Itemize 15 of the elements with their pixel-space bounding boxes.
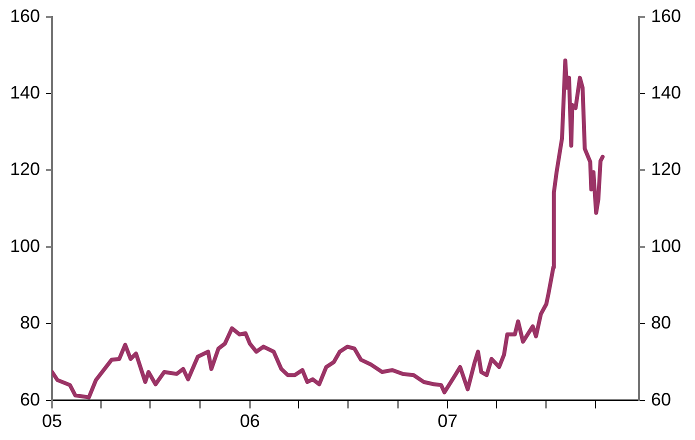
y2-tick-label: 140 [650,82,682,102]
y-tick-label: 140 [10,82,40,102]
y2-tick-label: 100 [650,236,682,256]
x-tick-label: 06 [240,411,260,432]
y-tick-label: 80 [20,312,40,333]
y-tick-label: 120 [10,159,40,180]
y2-tick-label: 60 [650,389,671,410]
y-tick-label: 100 [10,236,40,256]
x-tick-label: 07 [438,411,458,432]
y2-tick-label: 160 [650,6,682,26]
x-tick-label: 05 [42,411,62,432]
y2-tick-label: 120 [650,159,682,180]
y-tick-label: 160 [10,6,40,26]
y2-tick-label: 80 [650,312,671,333]
y-tick-label: 60 [20,389,40,410]
